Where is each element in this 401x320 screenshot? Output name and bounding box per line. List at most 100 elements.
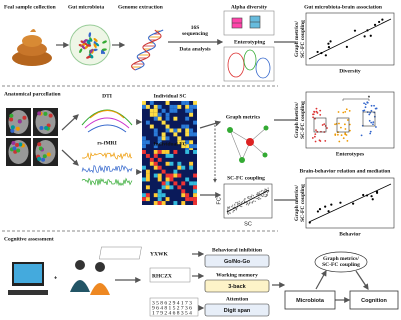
decor	[378, 20, 381, 24]
decor	[257, 193, 259, 195]
decor	[244, 200, 246, 203]
fc-matrix	[142, 150, 197, 205]
scatter-icon	[308, 18, 392, 60]
decor	[161, 120, 166, 125]
decor	[142, 165, 146, 170]
label: Genome extraction	[118, 4, 163, 10]
decor	[145, 185, 150, 190]
decor	[248, 203, 251, 205]
decor	[181, 140, 186, 145]
decor	[185, 140, 190, 145]
label: Gut microbiota	[68, 4, 104, 10]
decor	[177, 136, 182, 141]
task-cards: YXWK RHCZX 3 5 8 6 2 9 4 1 7 39 6 4 8 1 5 …	[99, 246, 199, 316]
decor	[145, 177, 150, 182]
decor	[251, 201, 253, 203]
decor	[189, 132, 194, 137]
decor	[348, 123, 351, 126]
decor	[254, 200, 256, 202]
decor	[189, 165, 194, 170]
decor	[308, 18, 392, 60]
decor	[255, 197, 257, 200]
decor	[363, 102, 366, 105]
decor	[185, 177, 190, 182]
decor	[157, 104, 162, 109]
decor	[260, 190, 262, 193]
decor	[362, 193, 365, 197]
decor	[145, 193, 150, 198]
decor	[149, 161, 154, 166]
decor	[173, 201, 178, 205]
decor	[173, 173, 178, 178]
decor	[250, 195, 253, 198]
decor	[189, 128, 194, 133]
decor	[145, 120, 150, 125]
decor	[234, 203, 236, 205]
decor	[266, 193, 269, 195]
decor	[323, 123, 326, 126]
label: rs-fMRI	[97, 140, 117, 146]
decor	[185, 116, 190, 121]
decor	[161, 193, 166, 198]
decor	[157, 136, 162, 141]
decor	[337, 111, 340, 113]
decor	[153, 173, 158, 178]
label: Attention	[226, 296, 248, 302]
decor	[344, 132, 347, 135]
decor	[165, 101, 170, 105]
decor	[193, 197, 197, 202]
decor	[181, 101, 186, 105]
decor	[372, 121, 375, 124]
decor	[238, 202, 240, 204]
scatter-icon	[308, 183, 392, 224]
decor	[193, 144, 197, 149]
decor	[185, 193, 190, 198]
decor	[241, 205, 243, 208]
decor	[157, 157, 162, 162]
decor	[245, 203, 248, 206]
decor	[193, 120, 197, 125]
decor	[235, 202, 237, 204]
decor	[193, 185, 197, 190]
decor	[189, 112, 194, 117]
decor	[247, 197, 249, 199]
decor	[366, 101, 369, 104]
decor	[245, 202, 248, 204]
decor	[157, 177, 162, 182]
decor	[145, 173, 150, 178]
decor	[142, 101, 146, 105]
decor	[189, 104, 194, 109]
decor	[153, 161, 158, 166]
decor	[157, 193, 162, 198]
decor	[177, 173, 182, 178]
decor	[241, 201, 244, 203]
decor	[226, 209, 229, 211]
decor	[145, 104, 150, 109]
decor	[329, 40, 332, 43]
decor	[10, 128, 15, 133]
decor	[369, 132, 372, 135]
axis-label: Graph metrics/SC-FC coupling	[294, 101, 306, 139]
decor	[177, 161, 182, 166]
decor	[237, 203, 239, 205]
label: Enterotyping	[234, 39, 265, 45]
decor	[344, 111, 347, 113]
decor	[193, 150, 197, 154]
decor	[161, 136, 166, 141]
decor	[48, 113, 53, 118]
decor	[232, 210, 235, 212]
label: 16S sequencing	[182, 25, 208, 37]
decor	[189, 140, 194, 145]
decor	[173, 132, 178, 137]
decor	[173, 128, 178, 133]
decor	[181, 201, 186, 205]
decor	[266, 191, 268, 194]
decor	[185, 144, 190, 149]
decor	[86, 44, 92, 47]
decor	[161, 185, 166, 190]
decor	[142, 150, 146, 154]
decor	[10, 125, 15, 130]
decor	[339, 201, 342, 204]
decor	[189, 181, 194, 186]
decor	[257, 192, 259, 194]
